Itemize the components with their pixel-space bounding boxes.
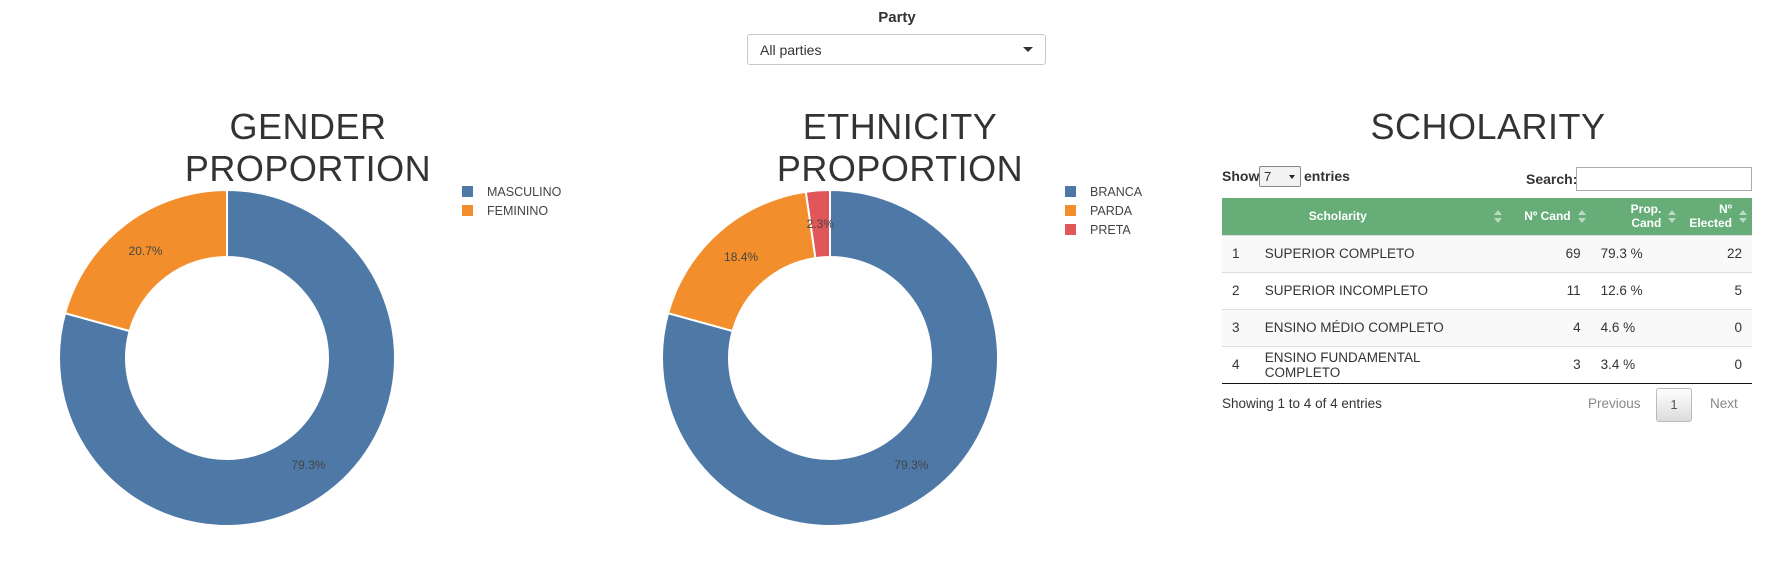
sort-icon [1577, 210, 1586, 224]
header-n-elected[interactable]: Nº Elected [1681, 198, 1752, 235]
row-prop-cand: 12.6 % [1600, 283, 1643, 298]
scholarity-title: SCHOLARITY [1370, 106, 1606, 147]
ethnicity-slice-label: 18.4% [724, 250, 758, 264]
row-n-elected: 0 [1734, 320, 1742, 335]
sort-icon [1668, 210, 1677, 224]
row-scholarity: SUPERIOR INCOMPLETO [1264, 283, 1429, 298]
search-input[interactable] [1576, 167, 1752, 191]
row-prop-cand: 3.4 % [1600, 357, 1636, 372]
table-row: 4 ENSINO FUNDAMENTAL COMPLETO 3 3.4 % 0 [1222, 346, 1752, 383]
ethnicity-chart-title: ETHNICITY PROPORTION [776, 106, 1024, 189]
row-n-elected: 5 [1734, 283, 1742, 298]
header-prop-cand[interactable]: Prop. Cand [1591, 198, 1682, 235]
table-footer: Showing 1 to 4 of 4 entries Previous 1 N… [1222, 388, 1754, 426]
row-n-elected: 0 [1734, 357, 1742, 372]
row-n-cand: 3 [1573, 357, 1581, 372]
row-index: 3 [1232, 320, 1240, 335]
ethnicity-slice-branca [661, 188, 999, 527]
ethnicity-legend-swatch [1065, 186, 1076, 197]
table-info: Showing 1 to 4 of 4 entries [1222, 396, 1382, 411]
header-scholarity-label: Scholarity [1308, 209, 1367, 224]
next-page-button[interactable]: Next [1710, 396, 1738, 411]
ethnicity-slice-label: 79.3% [894, 458, 928, 472]
caret-down-icon [1023, 47, 1033, 52]
row-prop-cand: 79.3 % [1600, 246, 1643, 261]
previous-page-button[interactable]: Previous [1588, 396, 1641, 411]
table-row: 3 ENSINO MÉDIO COMPLETO 4 4.6 % 0 [1222, 309, 1752, 346]
header-prop-cand-label: Prop. Cand [1630, 202, 1662, 231]
page-1-button[interactable]: 1 [1656, 388, 1692, 422]
ethnicity-legend-item[interactable]: PRETA [1090, 223, 1131, 237]
gender-legend-item[interactable]: FEMININO [487, 204, 548, 218]
row-scholarity: ENSINO MÉDIO COMPLETO [1264, 320, 1444, 335]
ethnicity-legend-item[interactable]: BRANCA [1090, 185, 1143, 199]
ethnicity-legend-swatch [1065, 224, 1076, 235]
entries-label: entries [1304, 168, 1350, 184]
row-index: 2 [1232, 283, 1240, 298]
page-length-value: 7 [1264, 169, 1272, 184]
search-label: Search: [1526, 171, 1578, 187]
page-length-select[interactable]: 7 [1259, 166, 1301, 187]
row-n-cand: 69 [1565, 246, 1581, 261]
party-select[interactable]: All parties [747, 34, 1046, 65]
header-scholarity[interactable]: Scholarity [1255, 198, 1507, 235]
gender-slice-feminino [63, 188, 228, 333]
gender-slice-label: 20.7% [129, 244, 163, 258]
gender-legend-swatch [462, 205, 473, 216]
ethnicity-slice-preta [804, 188, 831, 260]
row-prop-cand: 4.6 % [1600, 320, 1636, 335]
ethnicity-donut-chart: 79.3% 18.4% 2.3% BRANCA PARDA PRETA [661, 185, 1143, 527]
gender-chart-title: GENDER PROPORTION [184, 106, 432, 189]
table-row: 1 SUPERIOR COMPLETO 69 79.3 % 22 [1222, 235, 1752, 272]
party-select-value: All parties [760, 42, 822, 58]
party-filter-label: Party [878, 9, 916, 26]
row-scholarity: ENSINO FUNDAMENTAL COMPLETO [1264, 349, 1421, 380]
sort-icon [1739, 210, 1747, 224]
row-n-cand: 4 [1573, 320, 1581, 335]
sort-icon [1493, 210, 1502, 224]
row-n-elected: 22 [1726, 246, 1742, 261]
ethnicity-legend-swatch [1065, 205, 1076, 216]
table-header-row: Scholarity Nº Cand Prop. Cand Nº Elected [1222, 198, 1752, 235]
scholarity-table: Scholarity Nº Cand Prop. Cand Nº Elected… [1222, 198, 1752, 384]
table-controls: Show 7 entries Search: [1222, 166, 1754, 193]
row-scholarity: SUPERIOR COMPLETO [1264, 246, 1415, 261]
header-n-elected-label: Nº Elected [1689, 202, 1732, 231]
table-row: 2 SUPERIOR INCOMPLETO 11 12.6 % 5 [1222, 272, 1752, 309]
gender-legend-swatch [462, 186, 473, 197]
ethnicity-slice-label: 2.3% [807, 217, 835, 231]
header-index [1222, 198, 1255, 235]
ethnicity-legend-item[interactable]: PARDA [1090, 204, 1133, 218]
caret-down-icon [1289, 175, 1295, 179]
header-n-cand-label: Nº Cand [1524, 209, 1571, 224]
gender-donut-chart: 79.3% 20.7% MASCULINO FEMININO [58, 185, 562, 527]
row-index: 4 [1232, 357, 1240, 372]
gender-slice-masculino [58, 188, 396, 527]
row-index: 1 [1232, 246, 1240, 261]
gender-legend-item[interactable]: MASCULINO [487, 185, 562, 199]
header-n-cand[interactable]: Nº Cand [1507, 198, 1591, 235]
row-n-cand: 11 [1566, 283, 1581, 298]
gender-slice-label: 79.3% [291, 458, 325, 472]
show-label: Show [1222, 168, 1260, 184]
